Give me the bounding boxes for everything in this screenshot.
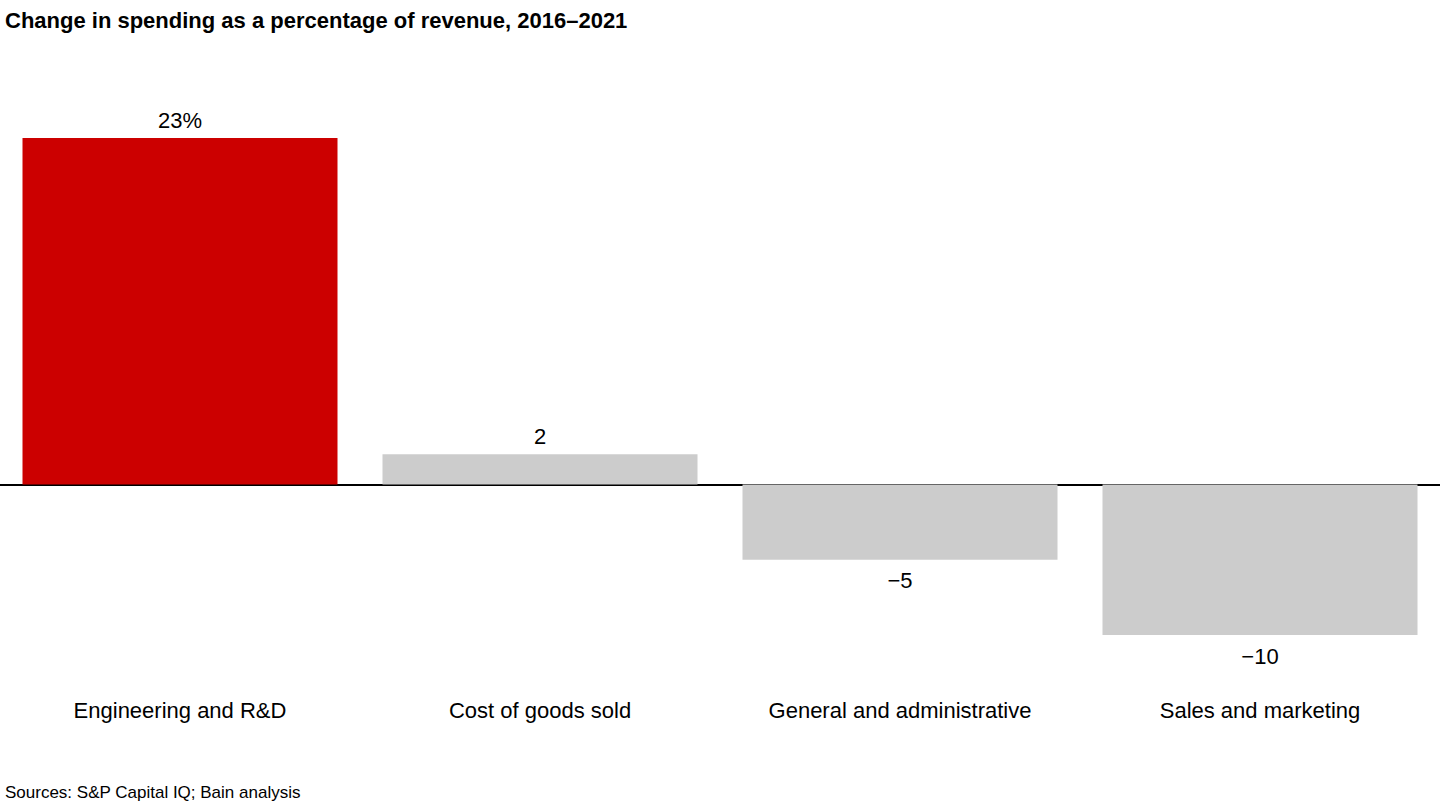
svg-text:23%: 23%	[158, 108, 202, 133]
svg-text:Engineering and R&D: Engineering and R&D	[74, 698, 287, 723]
svg-text:Sources: S&P Capital IQ; Bain: Sources: S&P Capital IQ; Bain analysis	[5, 783, 300, 802]
svg-text:−10: −10	[1241, 644, 1278, 669]
svg-text:2: 2	[534, 424, 546, 449]
svg-text:General and administrative: General and administrative	[769, 698, 1032, 723]
svg-text:Cost of goods sold: Cost of goods sold	[449, 698, 631, 723]
svg-text:−5: −5	[887, 568, 912, 593]
svg-text:Change in spending as a percen: Change in spending as a percentage of re…	[5, 8, 627, 33]
svg-text:Sales and marketing: Sales and marketing	[1160, 698, 1361, 723]
